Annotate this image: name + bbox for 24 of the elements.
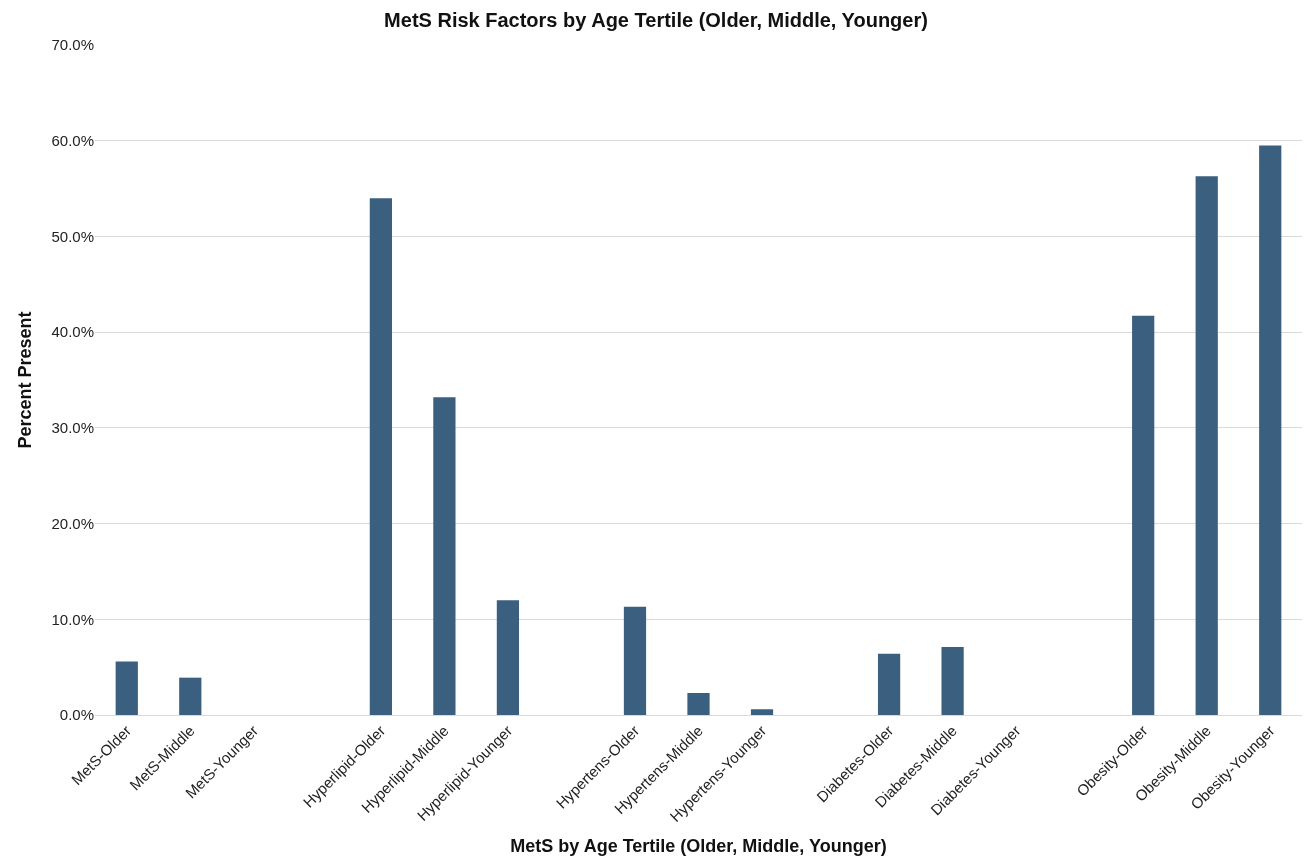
chart-title: MetS Risk Factors by Age Tertile (Older, Middle, Younger): [384, 8, 928, 31]
bar: [433, 397, 456, 715]
y-tick-label: 60.0%: [51, 131, 94, 149]
bar: [369, 198, 392, 715]
bar: [687, 692, 710, 715]
bar: [623, 606, 647, 715]
y-tick-label: 30.0%: [51, 419, 94, 437]
bar: [877, 653, 901, 715]
y-tick-label: 40.0%: [51, 323, 94, 341]
bar: [496, 600, 520, 715]
y-tick-label: 50.0%: [51, 227, 94, 245]
bar: [1195, 176, 1218, 715]
bar: [941, 647, 964, 715]
bar: [1132, 315, 1155, 715]
y-tick-label: 20.0%: [51, 514, 94, 532]
bar: [179, 677, 202, 715]
y-axis-title: Percent Present: [14, 311, 35, 449]
y-tick-label: 0.0%: [59, 706, 94, 724]
bar: [1259, 145, 1282, 715]
y-tick-label: 10.0%: [51, 610, 94, 628]
bar: [115, 661, 138, 715]
x-axis-title: MetS by Age Tertile (Older, Middle, Younger): [510, 836, 887, 857]
bar: [750, 709, 774, 715]
y-tick-label: 70.0%: [51, 36, 94, 54]
